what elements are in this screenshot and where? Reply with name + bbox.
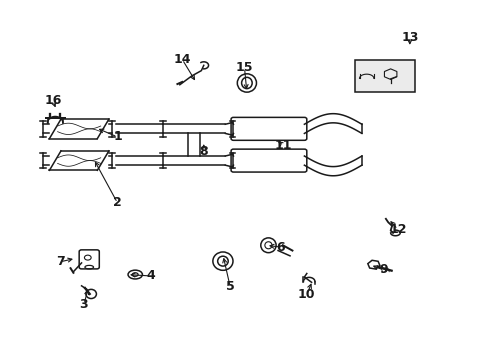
Text: 1: 1 <box>113 130 122 143</box>
Bar <box>354 60 414 92</box>
Text: 3: 3 <box>80 298 88 311</box>
Text: 4: 4 <box>146 270 155 283</box>
Text: 12: 12 <box>388 223 406 236</box>
Text: 9: 9 <box>378 264 387 276</box>
Text: 11: 11 <box>274 139 292 152</box>
Text: 7: 7 <box>56 255 64 268</box>
Text: 6: 6 <box>276 240 284 253</box>
Text: 5: 5 <box>225 280 234 293</box>
Text: 15: 15 <box>235 61 253 74</box>
Text: 2: 2 <box>113 197 122 210</box>
Text: 13: 13 <box>400 31 418 44</box>
Text: 16: 16 <box>44 94 61 107</box>
Text: 8: 8 <box>199 145 208 158</box>
Text: 10: 10 <box>298 288 315 301</box>
Text: 14: 14 <box>173 53 190 66</box>
